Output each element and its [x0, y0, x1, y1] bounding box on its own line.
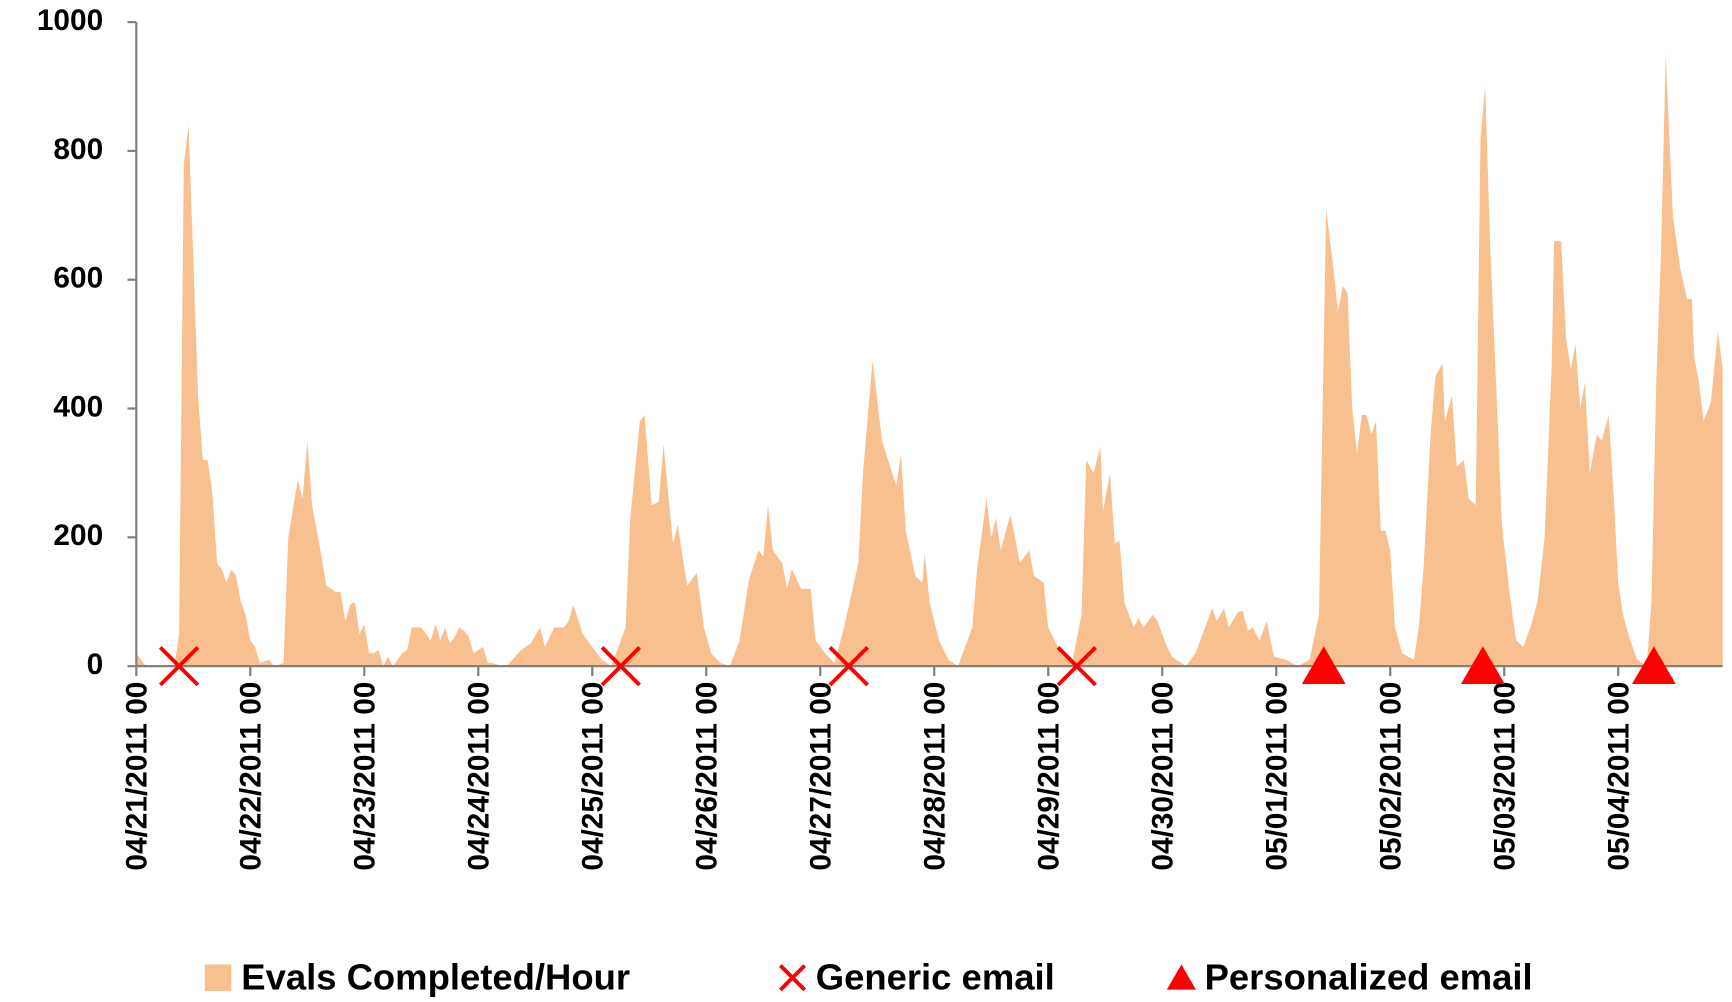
x-marker	[600, 646, 641, 687]
x-tick-label: 04/23/2011 00	[348, 682, 381, 871]
x-tick-label: 04/25/2011 00	[576, 682, 609, 871]
x-marker	[1056, 646, 1097, 687]
triangle-marker	[1301, 646, 1346, 685]
triangle-marker	[1166, 964, 1196, 990]
area	[136, 54, 1723, 667]
x-marker-stroke	[158, 646, 200, 687]
x-tick-label: 04/24/2011 00	[462, 682, 495, 871]
x-tick-label: 04/21/2011 00	[120, 682, 153, 871]
y-tick-label: 400	[53, 390, 103, 423]
x-tick-label: 04/22/2011 00	[234, 682, 267, 871]
x-tick-label: 05/01/2011 00	[1260, 682, 1293, 871]
x-tick-label: 04/29/2011 00	[1032, 682, 1065, 871]
x-tick-label: 05/03/2011 00	[1488, 682, 1521, 871]
x-marker	[158, 646, 200, 687]
y-tick-label: 800	[53, 133, 103, 166]
x-marker	[828, 646, 869, 687]
legend-swatch	[204, 964, 232, 991]
x-tick-label: 05/02/2011 00	[1374, 682, 1407, 871]
x-marker-stroke	[828, 646, 869, 687]
x-tick-label: 04/28/2011 00	[918, 682, 951, 871]
x-marker-stroke	[600, 646, 641, 687]
x-marker-stroke	[1056, 646, 1097, 687]
x-tick-label: 04/26/2011 00	[690, 682, 723, 871]
legend-label: Personalized email	[1205, 957, 1533, 998]
y-tick-label: 200	[53, 519, 103, 552]
x-marker-stroke	[779, 964, 807, 992]
triangle-marker	[1631, 646, 1676, 685]
y-tick-label: 0	[87, 648, 104, 681]
y-tick-label: 1000	[37, 4, 103, 37]
legend-label: Evals Completed/Hour	[241, 957, 630, 998]
triangle-marker	[1460, 646, 1505, 685]
x-tick-label: 04/30/2011 00	[1146, 682, 1179, 871]
x-tick-label: 05/04/2011 00	[1602, 682, 1635, 871]
x-tick-label: 04/27/2011 00	[804, 682, 837, 871]
x-marker	[779, 964, 807, 992]
legend-label: Generic email	[816, 957, 1055, 998]
y-tick-label: 600	[53, 262, 103, 295]
